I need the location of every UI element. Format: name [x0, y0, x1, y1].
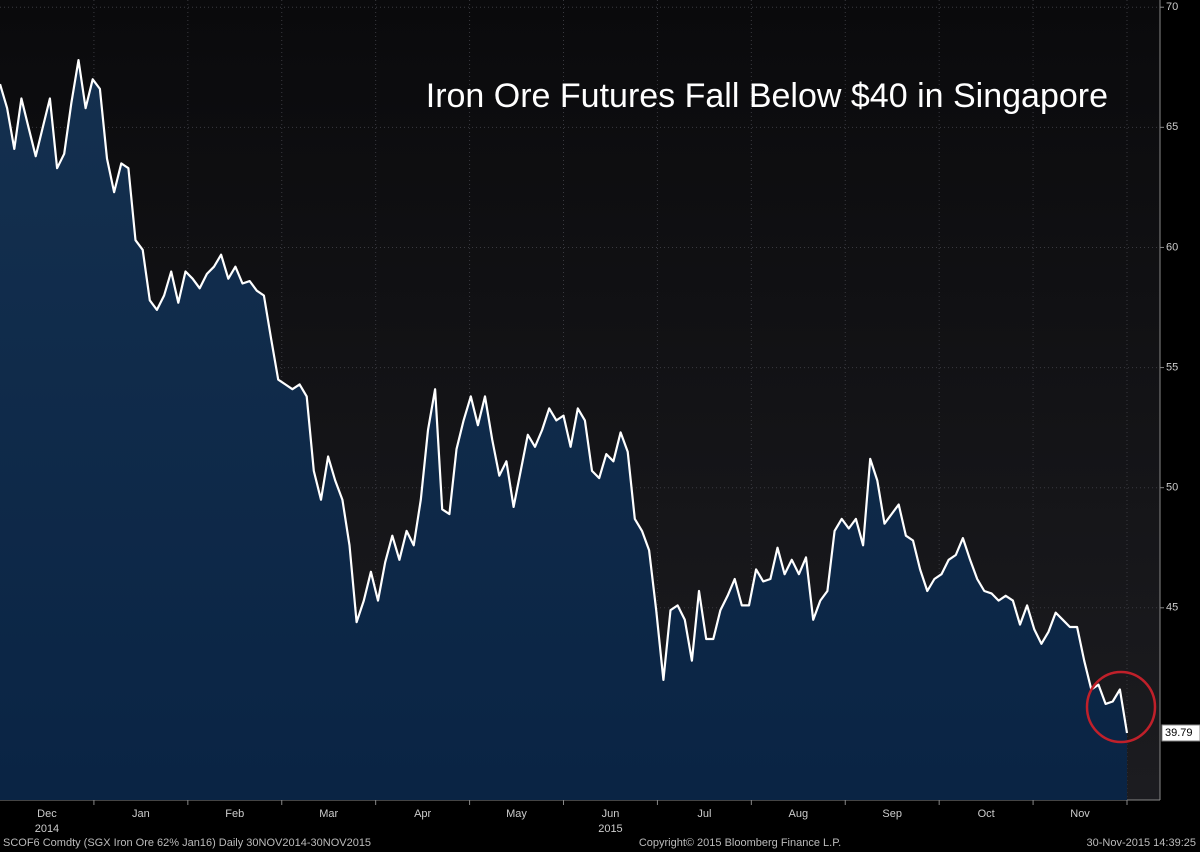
x-tick-label: Apr [414, 808, 431, 820]
line [0, 59, 1129, 734]
x-tick-label: May [506, 808, 527, 820]
y-tick-label: 45 [1166, 602, 1178, 614]
x-tick-label: Sep [882, 808, 902, 820]
chart-title: Iron Ore Futures Fall Below $40 in Singa… [426, 77, 1108, 115]
area-fill [0, 60, 1127, 801]
x-tick-label: Aug [789, 808, 809, 820]
x-tick-label: Oct [978, 808, 995, 820]
last-value-label: 39.79 [1165, 727, 1193, 739]
x-tick-label: Jul [697, 808, 711, 820]
footer-left: SCOF6 Comdty (SGX Iron Ore 62% Jan16) Da… [3, 837, 371, 849]
x-tick-label: Jun [602, 808, 620, 820]
y-tick-label: 70 [1166, 1, 1178, 13]
x-tick-label: Nov [1070, 808, 1090, 820]
y-tick-label: 65 [1166, 121, 1178, 133]
x-tick-label: Dec [37, 808, 57, 820]
x-sublabel: 2015 [598, 823, 622, 835]
x-tick-label: Jan [132, 808, 150, 820]
footer-center: Copyright© 2015 Bloomberg Finance L.P. [639, 837, 841, 849]
x-tick-label: Feb [225, 808, 244, 820]
y-tick-label: 50 [1166, 482, 1178, 494]
x-sublabel: 2014 [35, 823, 59, 835]
footer-right: 30-Nov-2015 14:39:25 [1087, 837, 1196, 849]
y-tick-label: 60 [1166, 241, 1178, 253]
highlight-circle [1085, 670, 1157, 744]
x-tick-label: Mar [319, 808, 338, 820]
y-tick-label: 55 [1166, 361, 1178, 373]
last-value-box [1161, 724, 1200, 742]
